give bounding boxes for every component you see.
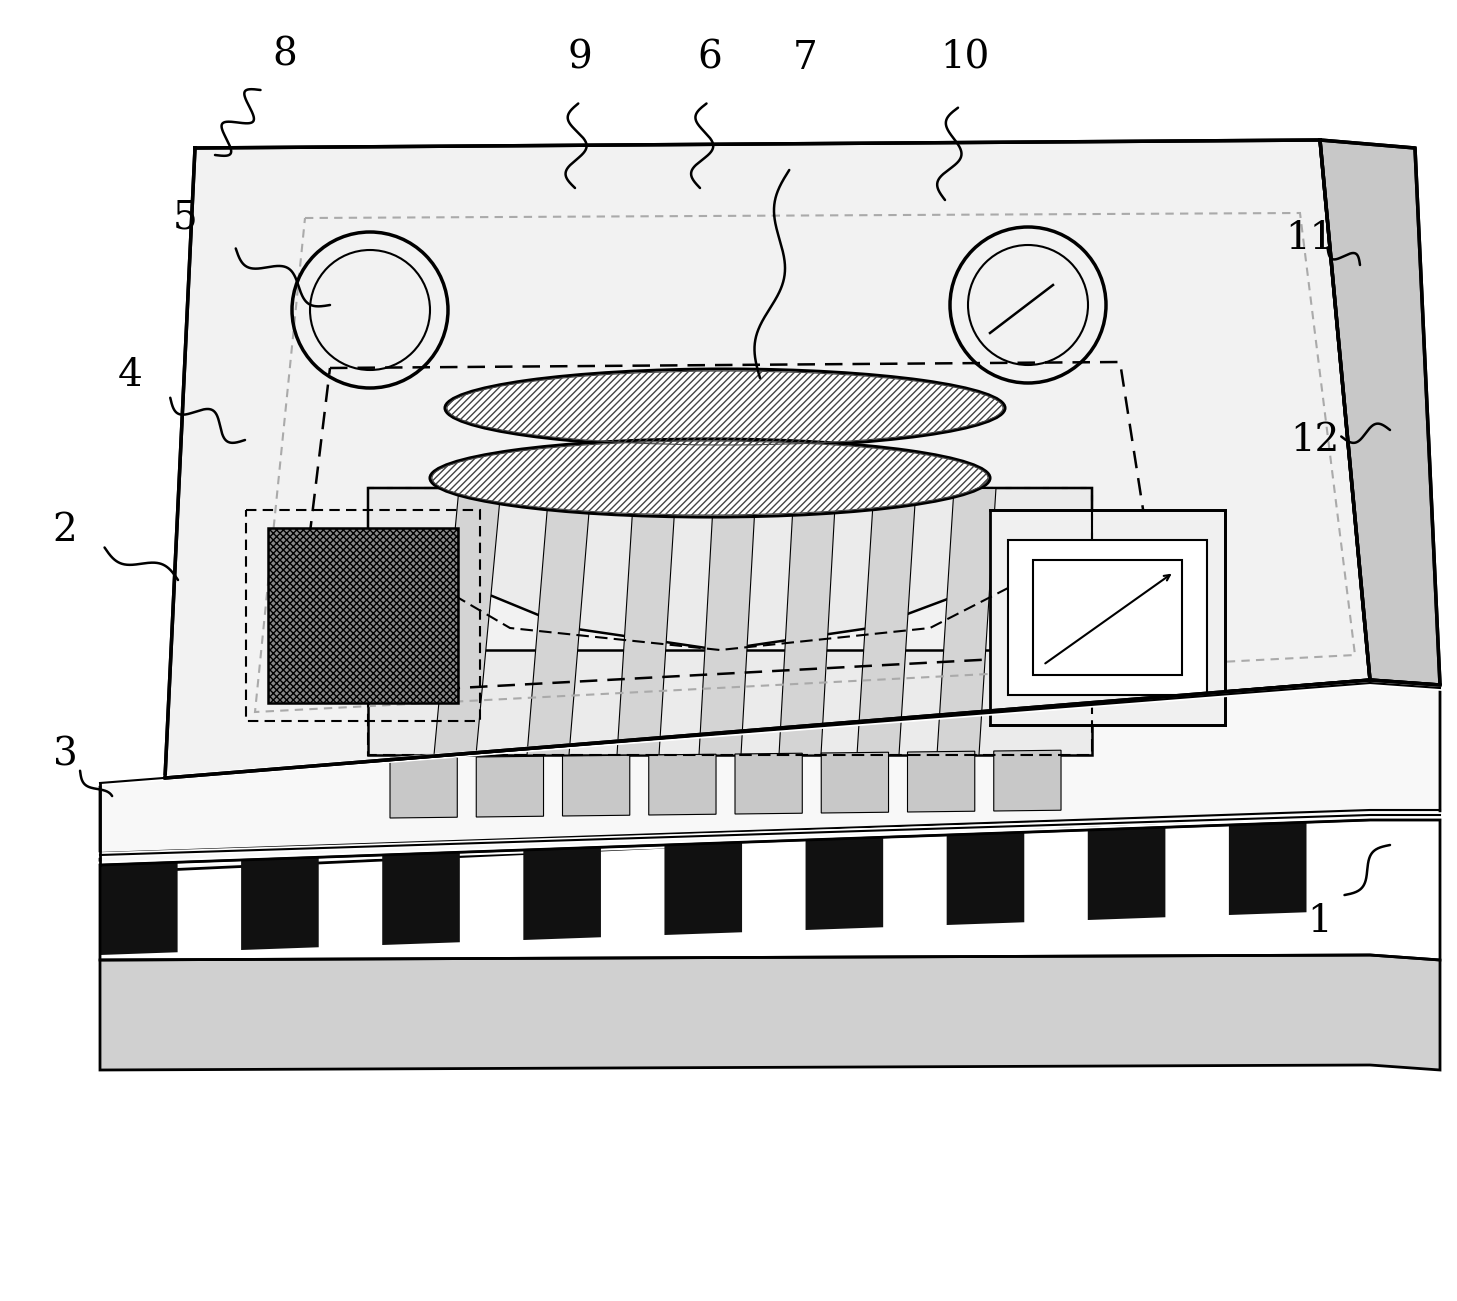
Polygon shape bbox=[822, 752, 889, 813]
Polygon shape bbox=[908, 751, 975, 812]
Polygon shape bbox=[101, 680, 1440, 870]
Polygon shape bbox=[734, 753, 803, 814]
Polygon shape bbox=[240, 857, 319, 950]
Polygon shape bbox=[369, 650, 1091, 755]
Text: 5: 5 bbox=[172, 199, 197, 237]
Polygon shape bbox=[779, 488, 836, 755]
Polygon shape bbox=[523, 847, 600, 941]
Polygon shape bbox=[382, 852, 460, 945]
Polygon shape bbox=[1088, 827, 1166, 920]
Bar bbox=[989, 510, 1225, 725]
Polygon shape bbox=[806, 838, 883, 930]
Polygon shape bbox=[562, 755, 629, 816]
Text: 10: 10 bbox=[940, 39, 989, 77]
Polygon shape bbox=[616, 488, 676, 755]
Text: 11: 11 bbox=[1285, 220, 1335, 256]
Polygon shape bbox=[1228, 822, 1307, 915]
Bar bbox=[1033, 559, 1182, 675]
Bar bbox=[268, 528, 457, 703]
Polygon shape bbox=[947, 833, 1024, 925]
Text: 6: 6 bbox=[698, 39, 723, 77]
Text: 12: 12 bbox=[1291, 422, 1339, 458]
Polygon shape bbox=[664, 842, 742, 935]
Text: 4: 4 bbox=[118, 356, 143, 393]
Polygon shape bbox=[857, 488, 916, 755]
Polygon shape bbox=[369, 488, 1091, 650]
Text: 8: 8 bbox=[272, 36, 297, 73]
Polygon shape bbox=[527, 488, 592, 755]
Text: 3: 3 bbox=[52, 736, 77, 774]
Polygon shape bbox=[101, 863, 178, 955]
Bar bbox=[1008, 540, 1206, 695]
Text: 1: 1 bbox=[1308, 903, 1332, 941]
Polygon shape bbox=[994, 751, 1061, 811]
Text: 2: 2 bbox=[52, 511, 77, 549]
Polygon shape bbox=[1320, 141, 1440, 686]
Text: 9: 9 bbox=[568, 39, 593, 77]
Bar bbox=[246, 510, 479, 721]
Ellipse shape bbox=[444, 369, 1005, 448]
Polygon shape bbox=[699, 488, 756, 755]
Text: 7: 7 bbox=[793, 39, 817, 77]
Ellipse shape bbox=[430, 438, 989, 516]
Polygon shape bbox=[476, 756, 543, 817]
Polygon shape bbox=[648, 755, 715, 814]
Polygon shape bbox=[434, 488, 501, 755]
Polygon shape bbox=[165, 141, 1370, 778]
Polygon shape bbox=[937, 488, 997, 755]
Polygon shape bbox=[390, 757, 457, 818]
Polygon shape bbox=[101, 955, 1440, 1069]
